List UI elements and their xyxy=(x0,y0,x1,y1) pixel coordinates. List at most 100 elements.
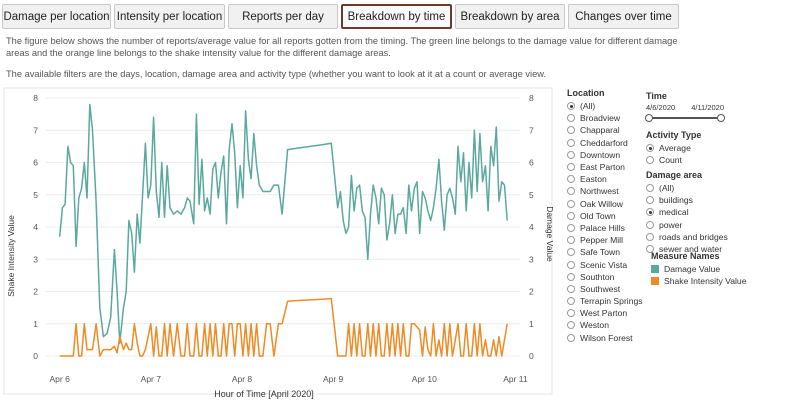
location-option[interactable]: Wilson Forest xyxy=(567,332,647,344)
tab-damage-per-location[interactable]: Damage per location xyxy=(2,4,111,29)
radio-button[interactable] xyxy=(646,245,654,254)
location-option-label: East Parton xyxy=(580,162,625,173)
y-tick-label: 4 xyxy=(33,222,38,232)
radio-button[interactable] xyxy=(567,333,575,342)
time-start: 4/6/2020 xyxy=(646,103,676,112)
location-option[interactable]: Southwest xyxy=(567,283,647,295)
shake-intensity-value-line[interactable] xyxy=(59,297,508,357)
radio-button[interactable] xyxy=(646,232,654,241)
radio-button[interactable] xyxy=(567,284,575,293)
radio-button[interactable] xyxy=(567,297,575,306)
location-option[interactable]: Safe Town xyxy=(567,246,647,258)
radio-button[interactable] xyxy=(567,223,575,232)
location-option[interactable]: Easton xyxy=(567,173,647,185)
tab-breakdown-by-area[interactable]: Breakdown by area xyxy=(455,4,565,29)
x-tick-label: Apr 10 xyxy=(412,374,437,384)
tab-breakdown-by-time[interactable]: Breakdown by time xyxy=(341,4,452,29)
y-tick-label: 1 xyxy=(529,319,534,329)
location-option-label: Weston xyxy=(580,320,609,331)
radio-button[interactable] xyxy=(567,309,575,318)
location-option[interactable]: Oak Willow xyxy=(567,198,647,210)
damage-area-option[interactable]: medical xyxy=(646,206,786,218)
time-slider-end-handle[interactable] xyxy=(717,114,725,122)
radio-button[interactable] xyxy=(567,114,575,123)
radio-button[interactable] xyxy=(646,156,654,165)
measure-legend-item[interactable]: Damage Value xyxy=(651,263,791,275)
radio-button[interactable] xyxy=(567,126,575,135)
radio-button[interactable] xyxy=(646,208,654,217)
chart-series xyxy=(58,103,508,357)
location-filter: Location (All) Broadview Chapparal Cheddarf… xyxy=(567,88,647,344)
tab-label: Damage per location xyxy=(3,10,110,23)
y-tick-label: 8 xyxy=(529,93,534,103)
damage-area-option[interactable]: sewer and water xyxy=(646,243,786,255)
location-option[interactable]: Downtown xyxy=(567,149,647,161)
radio-button[interactable] xyxy=(567,175,575,184)
location-option-label: Easton xyxy=(580,174,607,185)
location-option-label: Chapparal xyxy=(580,125,620,136)
location-option[interactable]: East Parton xyxy=(567,161,647,173)
legend-swatch xyxy=(651,265,659,274)
location-option-label: Old Town xyxy=(580,210,616,221)
location-option-label: Downtown xyxy=(580,149,621,160)
x-tick-label: Apr 11 xyxy=(503,374,528,384)
location-option[interactable]: Southton xyxy=(567,271,647,283)
location-option-label: Palace Hills xyxy=(580,222,625,233)
radio-button[interactable] xyxy=(646,184,654,193)
tab-changes-over-time[interactable]: Changes over time xyxy=(568,4,679,29)
activity-type-filter: Activity Type Average Count xyxy=(646,130,786,166)
location-option[interactable]: Terrapin Springs xyxy=(567,295,647,307)
legend-swatch xyxy=(651,277,659,286)
location-option[interactable]: Northwest xyxy=(567,185,647,197)
radio-button[interactable] xyxy=(646,196,654,205)
damage-area-option-label: power xyxy=(659,219,683,230)
radio-button[interactable] xyxy=(567,163,575,172)
location-filter-title: Location xyxy=(567,88,605,98)
radio-button[interactable] xyxy=(567,138,575,147)
location-option-label: Broadview xyxy=(580,113,621,124)
radio-button[interactable] xyxy=(567,150,575,159)
location-option[interactable]: Weston xyxy=(567,319,647,331)
tab-intensity-per-location[interactable]: Intensity per location xyxy=(114,4,225,29)
y-tick-label: 6 xyxy=(529,158,534,168)
y-tick-label: 2 xyxy=(33,287,38,297)
time-slider-start-handle[interactable] xyxy=(645,114,653,122)
tab-label: Reports per day xyxy=(242,10,324,23)
activity-type-title: Activity Type xyxy=(646,130,702,140)
location-option[interactable]: Palace Hills xyxy=(567,222,647,234)
location-option[interactable]: Chapparal xyxy=(567,124,647,136)
radio-button[interactable] xyxy=(567,321,575,330)
location-option[interactable]: Broadview xyxy=(567,112,647,124)
radio-button[interactable] xyxy=(567,272,575,281)
y-tick-label: 7 xyxy=(33,125,38,135)
activity-type-option[interactable]: Average xyxy=(646,142,786,154)
activity-type-option[interactable]: Count xyxy=(646,154,786,166)
tab-reports-per-day[interactable]: Reports per day xyxy=(228,4,338,29)
damage-area-option[interactable]: roads and bridges xyxy=(646,231,786,243)
x-tick-label: Apr 7 xyxy=(141,374,162,384)
location-option[interactable]: Cheddarford xyxy=(567,137,647,149)
damage-area-option[interactable]: buildings xyxy=(646,194,786,206)
radio-button[interactable] xyxy=(646,220,654,229)
time-slider-track[interactable] xyxy=(648,117,720,119)
right-axis-label: Damage Value xyxy=(545,206,554,262)
location-option[interactable]: Old Town xyxy=(567,210,647,222)
measure-legend-item[interactable]: Shake Intensity Value xyxy=(651,275,791,287)
location-option[interactable]: West Parton xyxy=(567,307,647,319)
radio-button[interactable] xyxy=(567,187,575,196)
filters-description-text: The available filters are the days, loca… xyxy=(6,69,547,79)
damage-area-option[interactable]: power xyxy=(646,219,786,231)
tab-label: Changes over time xyxy=(575,10,672,23)
damage-area-option[interactable]: (All) xyxy=(646,182,786,194)
radio-button[interactable] xyxy=(567,211,575,220)
location-option[interactable]: Scenic Vista xyxy=(567,258,647,270)
damage-value-line[interactable] xyxy=(58,103,508,344)
radio-button[interactable] xyxy=(567,236,575,245)
location-option[interactable]: Pepper Mill xyxy=(567,234,647,246)
radio-button[interactable] xyxy=(567,248,575,257)
radio-button[interactable] xyxy=(567,199,575,208)
radio-button[interactable] xyxy=(567,260,575,269)
radio-button[interactable] xyxy=(567,102,575,111)
location-option[interactable]: (All) xyxy=(567,100,647,112)
radio-button[interactable] xyxy=(646,144,654,153)
